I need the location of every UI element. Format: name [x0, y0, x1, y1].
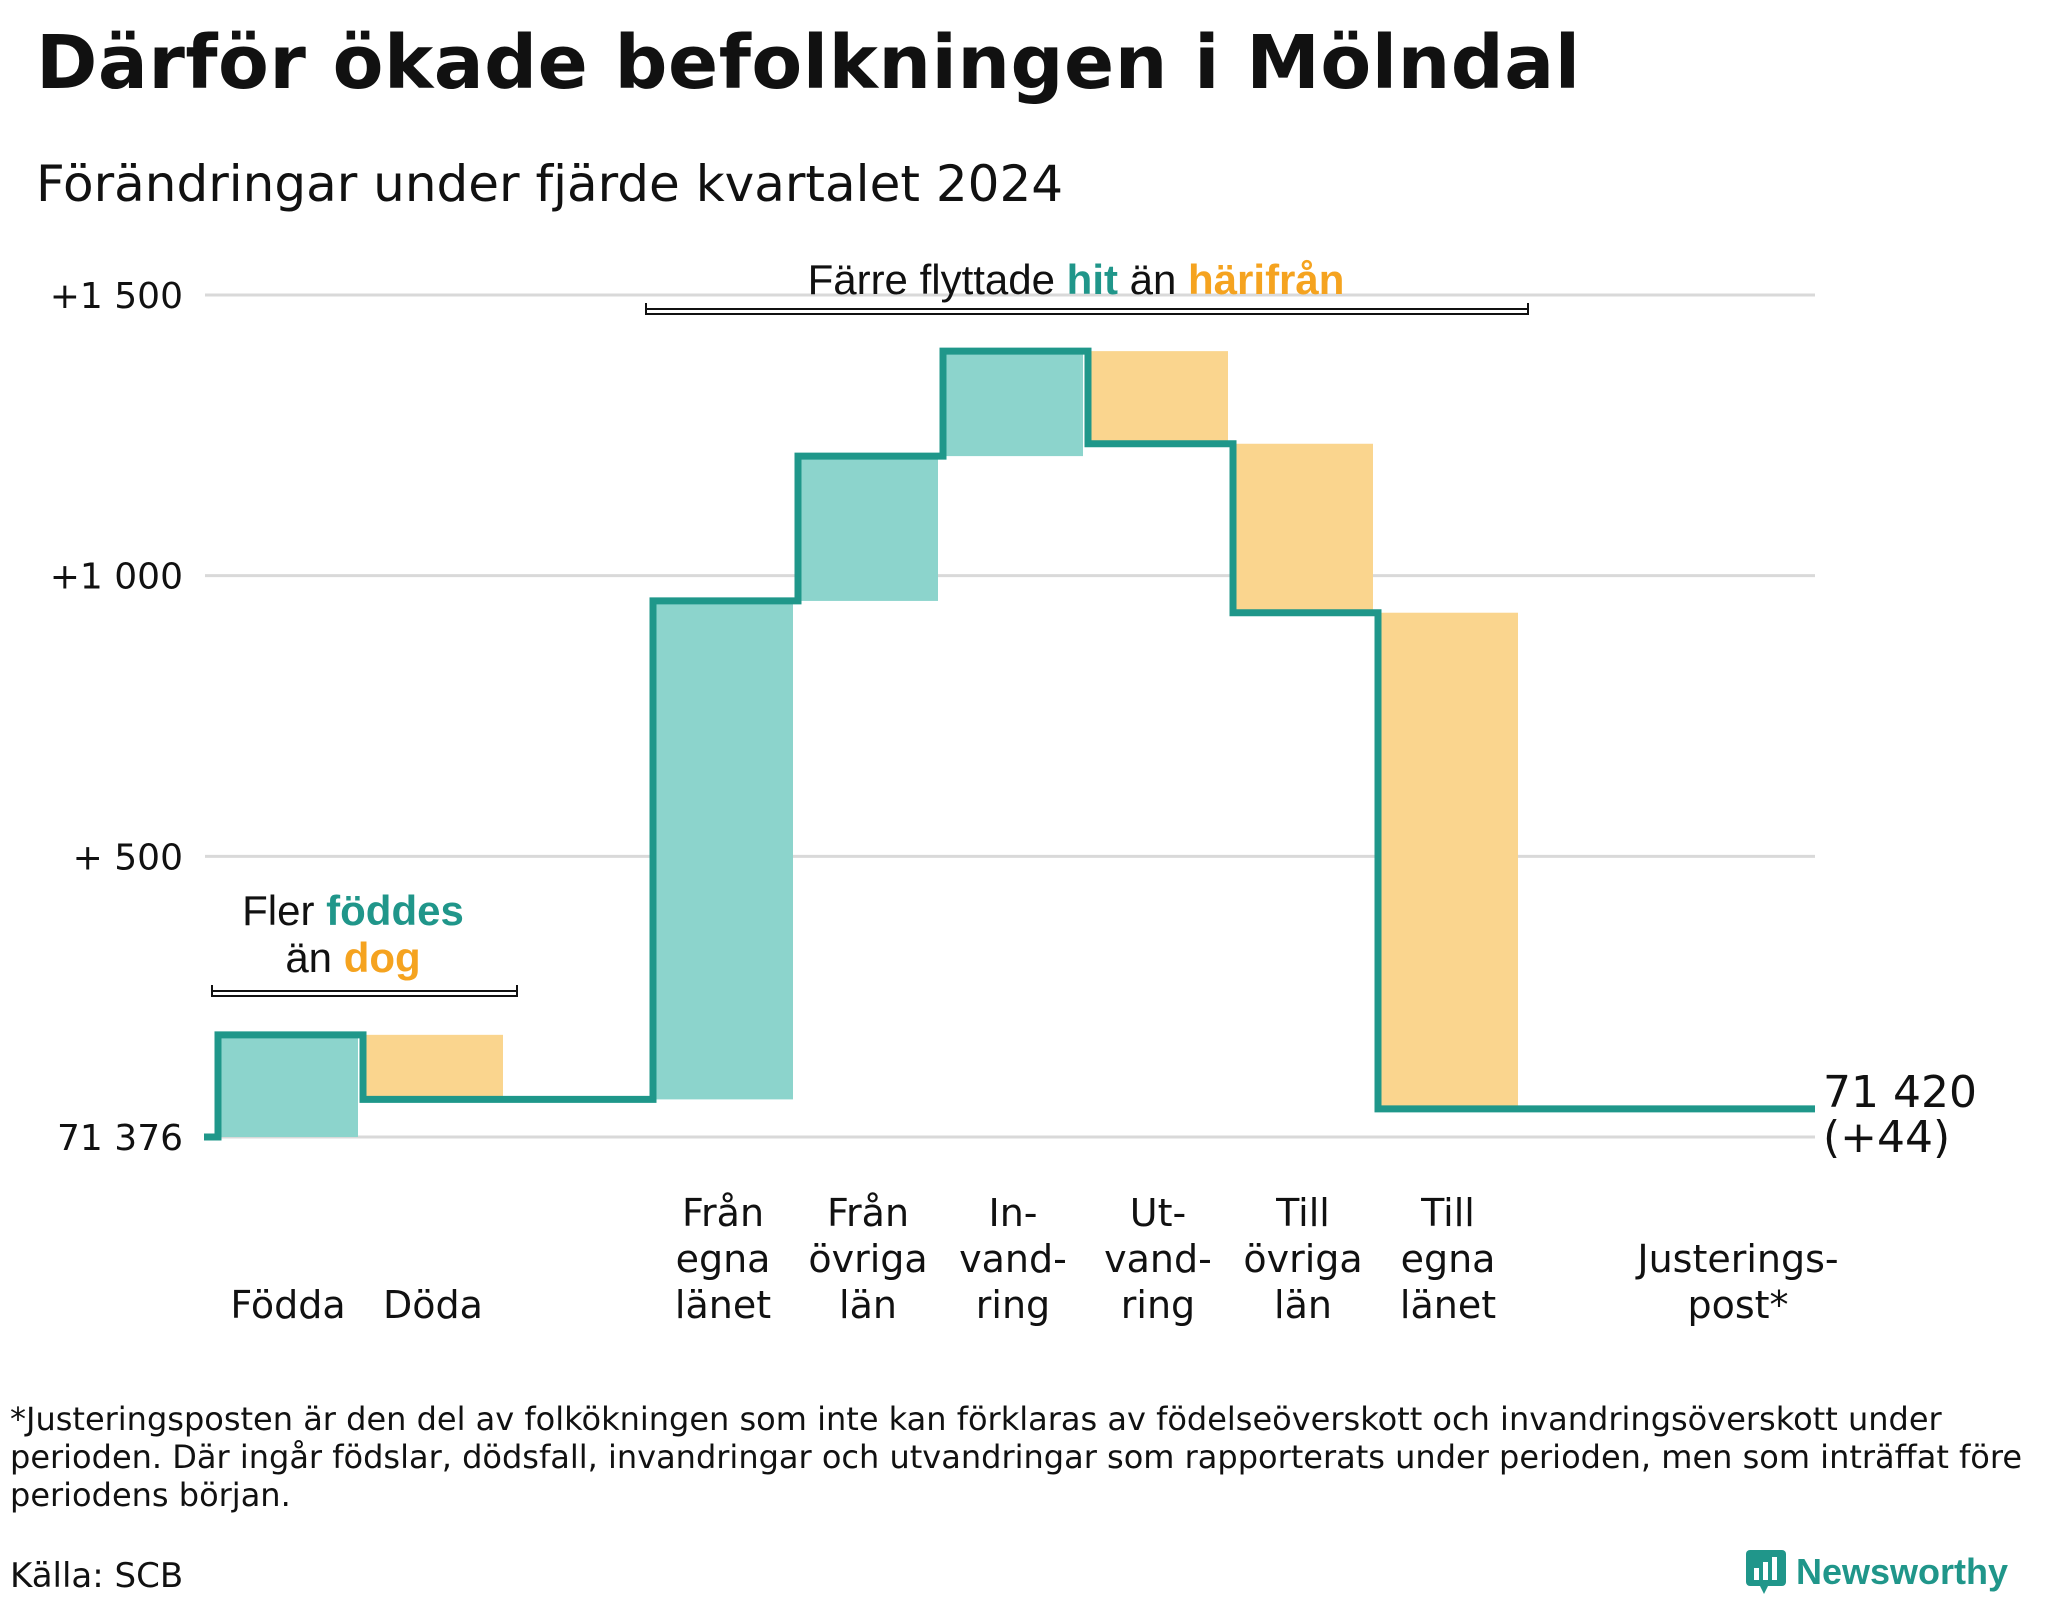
waterfall-bar [798, 456, 938, 601]
y-tick-label: + 500 [73, 837, 183, 878]
category-label: Från [827, 1191, 909, 1235]
annotation-part: Fler [242, 887, 326, 934]
category-label: Ut- [1130, 1191, 1186, 1235]
category-label: post* [1687, 1283, 1788, 1327]
category-label: ring [1121, 1283, 1195, 1327]
moves-annotation: Färre flyttade hit än härifrån [808, 256, 1345, 303]
waterfall-bar [363, 1034, 503, 1100]
footnote: *Justeringsposten är den del av folkökni… [10, 1400, 2023, 1514]
category-label: Justerings- [1635, 1237, 1838, 1281]
waterfall-bar [943, 351, 1083, 457]
brand-logo: Newsworthy [1745, 1550, 2008, 1594]
annotation-part: än [285, 934, 343, 981]
annotation-part: än [1118, 256, 1188, 303]
annotation-part: föddes [326, 887, 464, 934]
chart-title: Därför ökade befolkningen i Mölndal [36, 20, 1581, 106]
category-label: Födda [230, 1283, 345, 1327]
source-label: Källa: SCB [10, 1556, 184, 1596]
y-tick-label: 71 376 [57, 1118, 183, 1159]
category-label: vand- [959, 1237, 1067, 1281]
category-label: Till [1420, 1191, 1475, 1235]
moves-bracket [645, 303, 1529, 315]
waterfall-bar [1088, 351, 1228, 444]
annotation-part: Färre flyttade [808, 256, 1067, 303]
category-label: övriga [808, 1237, 927, 1281]
category-label: län [839, 1283, 897, 1327]
cumulative-step-line [204, 347, 1815, 1141]
category-label: Döda [383, 1283, 483, 1327]
category-label: vand- [1104, 1237, 1212, 1281]
annotation-part: hit [1067, 256, 1118, 303]
category-label: egna [676, 1237, 771, 1281]
category-label: övriga [1243, 1237, 1362, 1281]
births-annotation-line2: än dog [285, 934, 420, 981]
category-label: Från [682, 1191, 764, 1235]
category-label: länet [675, 1283, 771, 1327]
end-total-label: 71 420 [1823, 1067, 1977, 1118]
chart-subtitle: Förändringar under fjärde kvartalet 2024 [36, 155, 1064, 213]
waterfall-bar [653, 600, 793, 1100]
newsworthy-logo-icon [1745, 1550, 1786, 1594]
y-tick-label: +1 000 [50, 557, 183, 598]
y-tick-label: +1 500 [50, 276, 183, 317]
category-label: län [1274, 1283, 1332, 1327]
waterfall-bar [218, 1034, 358, 1137]
end-change-label: (+44) [1823, 1112, 1950, 1163]
births-annotation-line1: Fler föddes [242, 887, 464, 934]
waterfall-bar [1378, 612, 1518, 1109]
category-label: länet [1400, 1283, 1496, 1327]
category-label: Till [1275, 1191, 1330, 1235]
brand-name: Newsworthy [1795, 1551, 2008, 1592]
births-bracket [211, 985, 518, 997]
category-label: egna [1401, 1237, 1496, 1281]
annotation-part: härifrån [1188, 256, 1344, 303]
category-label: ring [976, 1283, 1050, 1327]
annotation-part: dog [344, 934, 421, 981]
category-label: In- [988, 1191, 1037, 1235]
waterfall-bar [1233, 443, 1373, 613]
